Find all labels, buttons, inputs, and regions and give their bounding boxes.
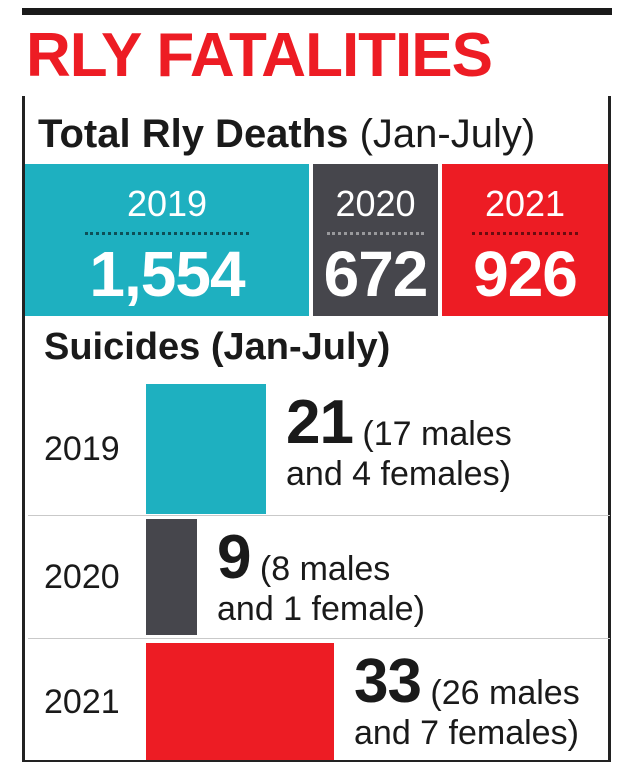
total-tile-value: 926 bbox=[473, 238, 578, 310]
suicide-count: 33 bbox=[354, 647, 422, 716]
suicide-breakdown-line1: (8 males bbox=[250, 550, 391, 588]
total-tile-year: 2019 bbox=[126, 183, 208, 224]
dotted-divider bbox=[327, 232, 424, 235]
total-tile-2020: 2020 672 bbox=[313, 164, 438, 316]
total-tile-value: 1,554 bbox=[89, 238, 245, 310]
suicide-value-label: 9 (8 males and 1 female) bbox=[217, 527, 425, 629]
row-year-label: 2020 bbox=[44, 558, 120, 596]
total-tile-year: 2021 bbox=[484, 183, 566, 224]
suicide-count: 21 bbox=[286, 388, 354, 457]
suicides-title: Suicides (Jan-July) bbox=[44, 326, 391, 368]
total-deaths-period: (Jan-July) bbox=[359, 112, 536, 156]
total-tile-value: 672 bbox=[323, 238, 429, 310]
suicide-bar bbox=[146, 643, 334, 760]
row-divider bbox=[28, 515, 610, 516]
dotted-divider bbox=[85, 232, 249, 235]
suicide-breakdown-line1: (17 males bbox=[352, 415, 512, 453]
top-rule bbox=[22, 8, 612, 15]
row-divider bbox=[28, 638, 610, 639]
total-tile-year: 2020 bbox=[335, 183, 416, 224]
suicide-bar bbox=[146, 384, 266, 514]
suicide-value-label: 21 (17 males and 4 females) bbox=[286, 392, 512, 494]
suicide-bar bbox=[146, 519, 197, 635]
total-deaths-heading: Total Rly Deaths (Jan-July) bbox=[38, 106, 535, 162]
headline: RLY FATALITIES bbox=[26, 21, 493, 90]
dotted-divider bbox=[472, 232, 578, 235]
total-deaths-title: Total Rly Deaths bbox=[38, 112, 349, 156]
total-tile-2021: 2021 926 bbox=[442, 164, 608, 316]
suicide-count: 9 bbox=[217, 523, 251, 592]
infographic-frame bbox=[22, 96, 611, 762]
total-tile-2019: 2019 1,554 bbox=[25, 164, 309, 316]
suicide-breakdown-line2: and 4 females) bbox=[286, 455, 511, 493]
suicide-breakdown-line2: and 7 females) bbox=[354, 714, 579, 752]
row-year-label: 2021 bbox=[44, 682, 120, 721]
suicide-breakdown-line2: and 1 female) bbox=[217, 590, 425, 628]
suicide-value-label: 33 (26 males and 7 females) bbox=[354, 651, 580, 753]
suicide-breakdown-line1: (26 males bbox=[420, 674, 580, 712]
row-year-label: 2019 bbox=[44, 430, 120, 468]
